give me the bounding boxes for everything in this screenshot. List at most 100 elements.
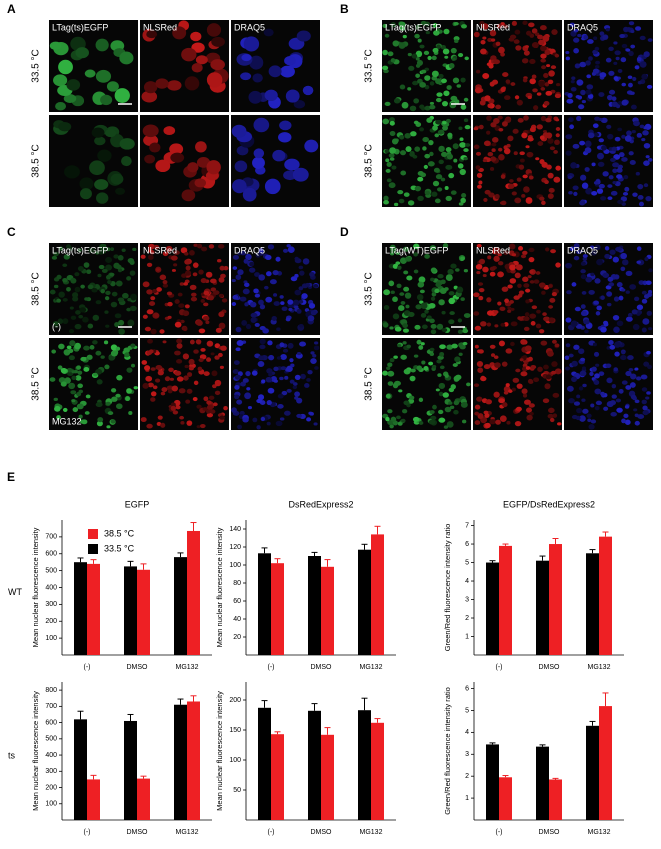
nucleus: [529, 313, 537, 319]
nucleus: [128, 410, 133, 416]
nucleus: [612, 256, 619, 263]
nucleus: [287, 246, 295, 253]
nucleus: [415, 73, 420, 78]
nucleus: [245, 370, 251, 377]
nucleus: [608, 70, 615, 76]
nucleus: [606, 400, 614, 408]
nucleus: [607, 196, 613, 201]
nucleus: [568, 190, 573, 195]
y-axis-label: Mean nuclear fluorescence intensity: [31, 691, 40, 811]
nucleus: [614, 50, 621, 56]
nucleus: [154, 313, 159, 318]
nucleus: [549, 297, 556, 303]
nucleus: [508, 389, 513, 393]
nucleus: [576, 79, 584, 86]
nucleus: [104, 364, 110, 370]
nucleus: [429, 245, 437, 251]
nucleus: [566, 290, 572, 295]
nucleus: [581, 398, 586, 402]
nucleus: [511, 20, 518, 26]
bar: [137, 778, 150, 820]
nucleus: [580, 357, 586, 362]
nucleus: [244, 392, 252, 400]
y-tick-label: 200: [229, 697, 241, 704]
nucleus: [141, 360, 148, 365]
nucleus: [313, 283, 319, 288]
nucleus: [426, 117, 433, 123]
nucleus: [159, 274, 167, 281]
nucleus: [387, 409, 393, 414]
row-label: 33.5 °C: [364, 272, 375, 305]
nucleus: [628, 50, 634, 57]
nucleus: [206, 23, 221, 37]
nucleus: [83, 345, 90, 351]
nucleus: [613, 41, 618, 45]
nucleus: [520, 254, 527, 259]
y-tick-label: 5: [465, 559, 469, 566]
nucleus: [539, 196, 545, 201]
nucleus: [630, 373, 637, 380]
nucleus: [473, 311, 480, 316]
nucleus: [544, 82, 550, 87]
y-tick-label: 400: [45, 752, 57, 759]
nucleus: [385, 168, 391, 173]
nucleus: [49, 377, 56, 382]
nucleus: [435, 174, 443, 180]
nucleus: [436, 44, 441, 50]
nucleus: [86, 354, 93, 360]
nucleus: [517, 283, 522, 288]
nucleus: [548, 70, 555, 77]
nucleus: [390, 58, 396, 63]
nucleus: [630, 44, 636, 49]
nucleus: [594, 46, 600, 51]
nucleus: [236, 145, 249, 156]
nucleus: [221, 298, 228, 303]
row-label: 38.5 °C: [31, 367, 42, 400]
nucleus: [610, 190, 618, 196]
nucleus: [464, 56, 469, 61]
nucleus: [477, 282, 484, 286]
nucleus: [162, 280, 168, 285]
nucleus: [306, 377, 311, 382]
nucleus: [478, 180, 483, 185]
nucleus: [94, 179, 109, 190]
nucleus: [596, 305, 602, 311]
row-label: WT: [8, 587, 22, 597]
nucleus: [200, 347, 206, 352]
nucleus: [473, 292, 480, 298]
nucleus: [279, 417, 285, 421]
nucleus: [253, 148, 265, 159]
nucleus: [476, 360, 484, 368]
bar: [308, 710, 321, 820]
nucleus: [460, 24, 467, 29]
nucleus: [306, 417, 312, 422]
nucleus: [248, 90, 263, 104]
nucleus: [432, 404, 437, 410]
nucleus: [450, 263, 457, 269]
x-tick-label: MG132: [176, 664, 199, 671]
nucleus: [435, 388, 440, 392]
nucleus: [402, 246, 410, 252]
nucleus: [389, 252, 395, 256]
nucleus: [166, 80, 182, 91]
micrograph-bg: [564, 115, 653, 207]
nucleus: [594, 65, 600, 69]
nucleus: [104, 310, 109, 314]
nucleus: [573, 344, 580, 350]
nucleus: [504, 95, 511, 101]
nucleus: [296, 352, 302, 356]
bar: [358, 549, 371, 655]
x-tick-label: MG132: [360, 829, 383, 836]
nucleus: [597, 161, 605, 167]
y-tick-label: 500: [45, 567, 57, 574]
nucleus: [591, 191, 598, 196]
nucleus: [647, 157, 653, 162]
nucleus: [434, 288, 440, 294]
nucleus: [573, 29, 579, 33]
bar: [358, 710, 371, 820]
nucleus: [155, 268, 161, 272]
nucleus: [205, 271, 213, 278]
nucleus: [446, 153, 453, 160]
nucleus: [527, 378, 534, 384]
nucleus: [142, 281, 150, 288]
